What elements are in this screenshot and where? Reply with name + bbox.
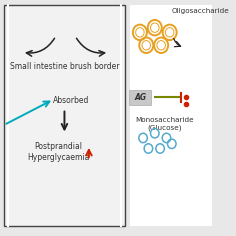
Text: AG: AG bbox=[134, 93, 146, 102]
FancyBboxPatch shape bbox=[130, 5, 212, 226]
Text: Postprandial
Hyperglycaemia: Postprandial Hyperglycaemia bbox=[27, 142, 89, 162]
Text: Oligosaccharide: Oligosaccharide bbox=[172, 8, 230, 14]
Text: Monosaccharide
(Glucose): Monosaccharide (Glucose) bbox=[135, 117, 194, 131]
Text: Absorbed: Absorbed bbox=[53, 96, 89, 105]
Text: Small intestine brush border: Small intestine brush border bbox=[10, 62, 119, 71]
FancyBboxPatch shape bbox=[130, 90, 151, 105]
FancyBboxPatch shape bbox=[4, 5, 125, 226]
